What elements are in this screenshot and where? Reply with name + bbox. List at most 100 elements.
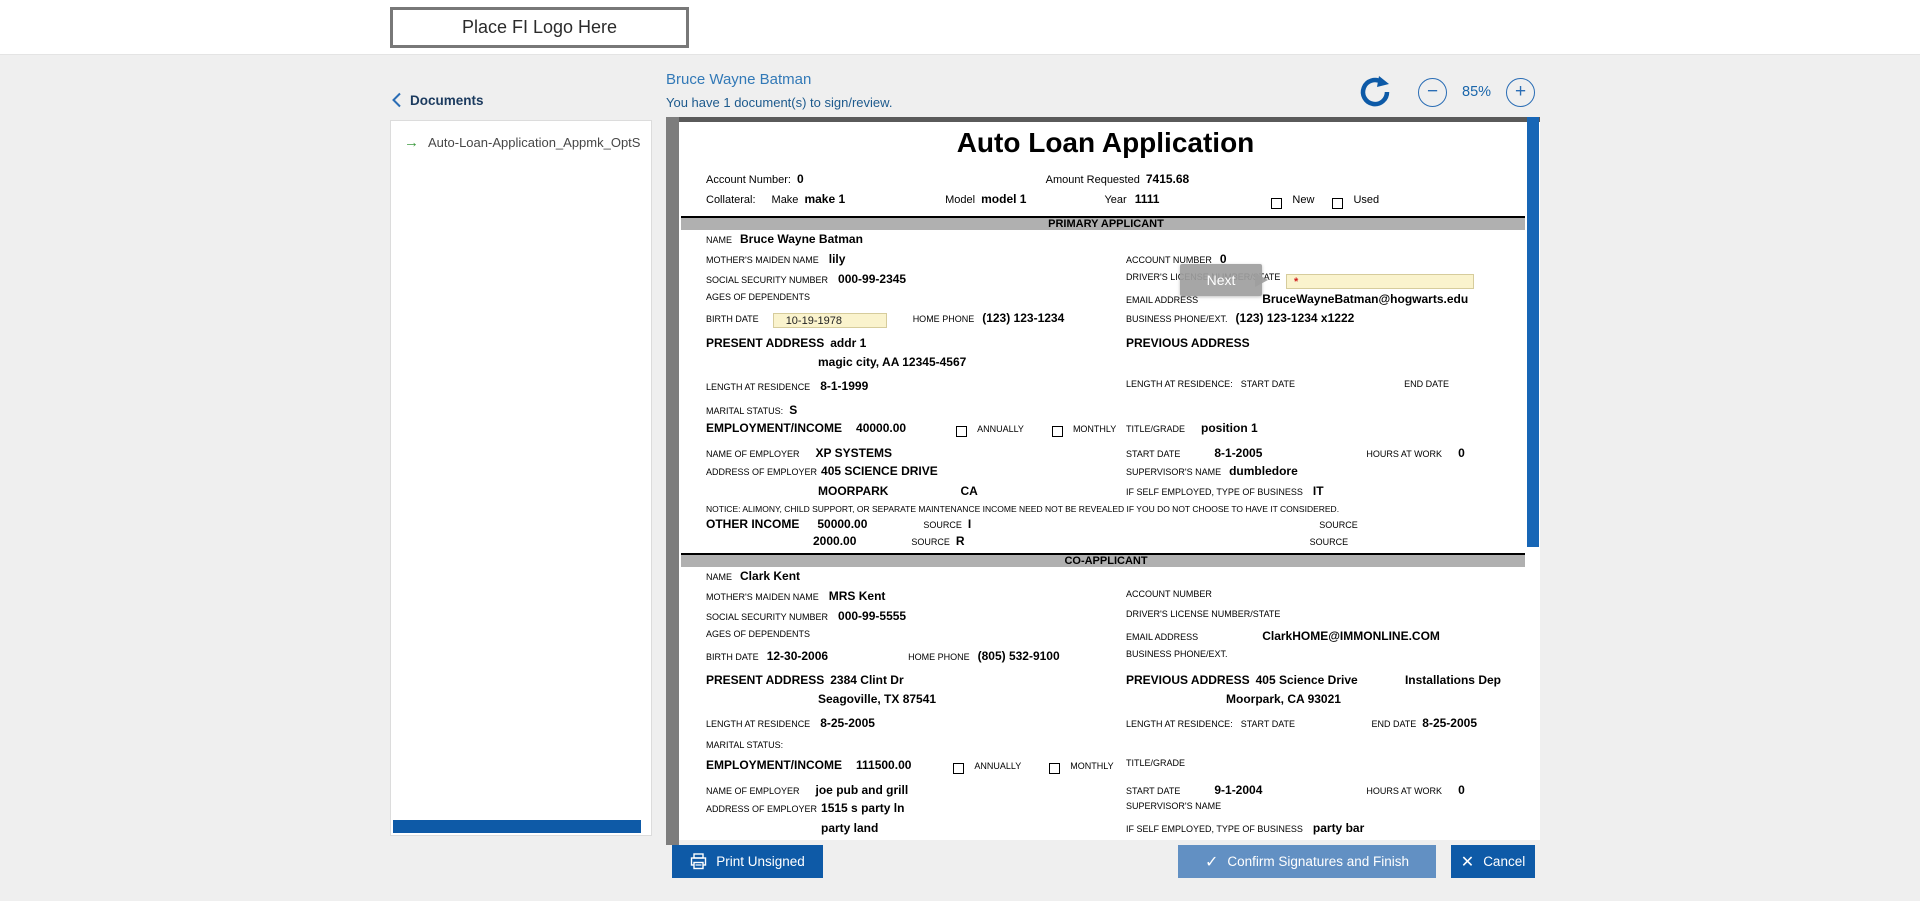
field-value: make 1 (804, 192, 846, 206)
field-label: START DATE (1240, 719, 1296, 729)
zoom-out-button[interactable]: − (1418, 77, 1447, 107)
field-value: 1515 s party ln (821, 801, 905, 815)
print-unsigned-button[interactable]: Print Unsigned (672, 845, 823, 878)
field-label: PREVIOUS ADDRESS (1126, 673, 1250, 687)
top-bar: Place FI Logo Here (0, 0, 1920, 55)
zoom-in-button[interactable]: + (1506, 77, 1536, 107)
field-value: 8-1-2005 (1214, 446, 1263, 460)
field-value: 405 Science Drive (1255, 673, 1358, 687)
check-icon: ✓ (1205, 853, 1219, 871)
field-value: XP SYSTEMS (815, 446, 892, 460)
field-label: Account Number: (706, 174, 791, 186)
field-value: 50000.00 (817, 517, 868, 531)
field-label: MOTHER'S MAIDEN NAME (706, 592, 819, 602)
field-value: MOORPARK (818, 484, 889, 498)
field-value: position 1 (1201, 421, 1258, 435)
sidebar-horizontal-scrollbar[interactable] (393, 820, 641, 833)
field-value: addr 1 (830, 336, 867, 350)
signer-header: Bruce Wayne Batman You have 1 document(s… (666, 71, 892, 110)
field-value: (123) 123-1234 x1222 (1235, 311, 1355, 325)
field-label: BUSINESS PHONE/EXT. (1126, 649, 1228, 659)
field-label: HOURS AT WORK (1366, 449, 1443, 459)
field-value: 0 (796, 172, 804, 186)
document-page: Auto Loan Application Account Number: 0 … (679, 122, 1525, 840)
field-label: AGES OF DEPENDENTS (706, 292, 811, 302)
field-label: DRIVER'S LICENSE NUMBER/STATE (1126, 609, 1281, 619)
field-value: magic city, AA 12345-4567 (818, 355, 967, 369)
field-label: ADDRESS OF EMPLOYER (706, 467, 818, 477)
field-label: START DATE (1126, 449, 1181, 459)
minus-icon: − (1426, 81, 1439, 102)
monthly-checkbox[interactable] (1049, 763, 1061, 774)
monthly-checkbox[interactable] (1051, 426, 1063, 437)
birth-date-value: 10-19-1978 (785, 314, 842, 327)
drivers-license-input[interactable]: * (1286, 274, 1474, 289)
cancel-button[interactable]: ✕ Cancel (1451, 845, 1535, 878)
field-label: SUPERVISOR'S NAME (1126, 801, 1222, 811)
co-applicant-section: NAME Clark Kent MOTHER'S MAIDEN NAME MRS K… (706, 569, 1505, 840)
documents-title: Documents (410, 92, 484, 108)
viewer-left-edge (666, 117, 679, 845)
refresh-icon[interactable] (1358, 74, 1392, 110)
birth-date-input[interactable]: 10-19-1978 (772, 313, 887, 328)
field-label: LENGTH AT RESIDENCE: (1126, 379, 1233, 389)
field-value: 1111 (1134, 192, 1160, 206)
other-income-row: OTHER INCOME 50000.00 SOURCE I SOURCE (706, 517, 1505, 534)
confirm-signatures-button[interactable]: ✓ Confirm Signatures and Finish (1178, 845, 1436, 878)
field-label: EMPLOYMENT/INCOME (706, 421, 843, 435)
field-label: SUPERVISOR'S NAME (1126, 467, 1222, 477)
viewer-controls: − 85% + (1358, 74, 1536, 110)
field-value: Moorpark, CA 93021 (1226, 692, 1341, 706)
field-label: Collateral: (706, 194, 756, 206)
field-value: (805) 532-9100 (977, 649, 1060, 663)
used-checkbox[interactable] (1332, 197, 1344, 209)
field-label: MARITAL STATUS: (706, 740, 784, 750)
documents-back[interactable]: Documents (391, 92, 484, 108)
field-value: 12-30-2006 (766, 649, 829, 663)
field-label: NAME OF EMPLOYER (706, 449, 800, 459)
printer-icon (691, 853, 707, 870)
field-label: MONTHLY (1072, 424, 1117, 434)
field-value: 9-1-2004 (1214, 783, 1263, 797)
field-label: BIRTH DATE (706, 652, 759, 662)
plus-icon: + (1514, 81, 1527, 102)
document-list-item[interactable]: → Auto-Loan-Application_Appmk_OptS (391, 121, 651, 164)
close-icon: ✕ (1460, 853, 1475, 871)
field-value: dumbledore (1229, 464, 1298, 478)
field-label: MOTHER'S MAIDEN NAME (706, 255, 819, 265)
field-label: NAME (706, 572, 733, 582)
field-value: Seagoville, TX 87541 (818, 692, 937, 706)
field-label: HOME PHONE (912, 314, 975, 324)
field-label: START DATE (1240, 379, 1296, 389)
field-label: Model (945, 194, 976, 206)
annually-checkbox[interactable] (953, 763, 965, 774)
signer-name: Bruce Wayne Batman (666, 71, 812, 88)
fi-logo-placeholder: Place FI Logo Here (390, 7, 689, 48)
document-vertical-scrollbar[interactable] (1527, 117, 1539, 547)
field-label: SOURCE (1309, 537, 1349, 547)
field-value: party land (821, 821, 879, 835)
field-label: ACCOUNT NUMBER (1126, 255, 1212, 265)
field-label: EMPLOYMENT/INCOME (706, 758, 843, 772)
field-value: I (967, 517, 972, 531)
field-value: ClarkHOME@IMMONLINE.COM (1262, 629, 1440, 643)
field-label: SOURCE (911, 537, 950, 547)
field-label: MONTHLY (1070, 761, 1114, 771)
field-value: 7415.68 (1145, 172, 1190, 186)
arrow-right-icon: → (404, 134, 419, 151)
confirm-signatures-label: Confirm Signatures and Finish (1227, 854, 1409, 869)
field-label: PREVIOUS ADDRESS (1126, 336, 1250, 350)
field-label: BIRTH DATE (706, 314, 759, 324)
field-label: ADDRESS OF EMPLOYER (706, 804, 818, 814)
next-tooltip[interactable]: Next (1180, 264, 1268, 296)
field-value: 2000.00 (813, 534, 857, 548)
annually-checkbox[interactable] (956, 426, 968, 437)
documents-panel: → Auto-Loan-Application_Appmk_OptS (390, 120, 652, 836)
new-checkbox[interactable] (1271, 197, 1283, 209)
field-label: END DATE (1404, 379, 1449, 389)
field-value: (123) 123-1234 (982, 311, 1065, 325)
field-value: IT (1312, 484, 1324, 498)
fi-logo-text: Place FI Logo Here (461, 17, 618, 37)
field-label: TITLE/GRADE (1126, 424, 1186, 434)
field-value: 8-25-2005 (820, 716, 875, 730)
